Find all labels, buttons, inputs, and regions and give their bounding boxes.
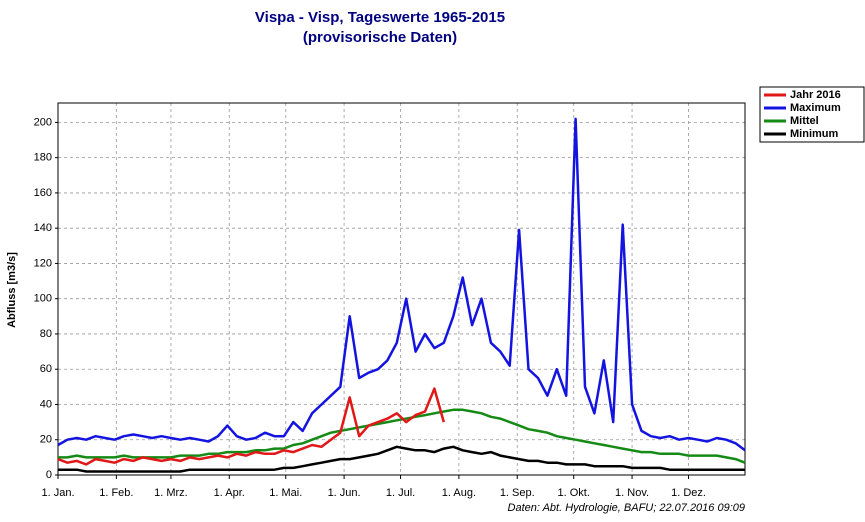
- legend-label: Mittel: [790, 115, 819, 127]
- x-tick-label: 1. Jul.: [386, 487, 415, 499]
- y-tick-label: 200: [34, 116, 52, 128]
- plot-area: [57, 102, 746, 476]
- y-tick-label: 180: [34, 152, 52, 164]
- x-tick-label: 1. Jan.: [41, 487, 74, 499]
- y-tick-label: 160: [34, 187, 52, 199]
- y-tick-label: 40: [40, 398, 52, 410]
- legend-label: Minimum: [790, 128, 838, 140]
- series-line: [58, 408, 746, 464]
- source-note: Daten: Abt. Hydrologie, BAFU; 22.07.2016…: [508, 502, 745, 514]
- legend-label: Jahr 2016: [790, 89, 841, 101]
- y-tick-label: 60: [40, 363, 52, 375]
- x-tick-label: 1. Nov.: [615, 487, 649, 499]
- y-tick-label: 20: [40, 434, 52, 446]
- series-line: [57, 117, 746, 452]
- x-tick-label: 1. Sep.: [500, 487, 535, 499]
- x-tick-label: 1. Feb.: [99, 487, 133, 499]
- legend-label: Maximum: [790, 102, 841, 114]
- x-tick-label: 1. Mrz.: [154, 487, 188, 499]
- y-tick-label: 120: [34, 257, 52, 269]
- y-axis-label: Abfluss [m3/s]: [6, 252, 18, 328]
- y-tick-label: 80: [40, 328, 52, 340]
- y-tick-label: 100: [34, 293, 52, 305]
- chart-title: Vispa - Visp, Tageswerte 1965-2015: [255, 9, 505, 26]
- chart-subtitle: (provisorische Daten): [303, 29, 457, 46]
- x-tick-label: 1. Dez.: [671, 487, 706, 499]
- series-line: [58, 445, 745, 473]
- x-tick-label: 1. Apr.: [214, 487, 245, 499]
- x-tick-label: 1. Jun.: [328, 487, 361, 499]
- x-tick-label: 1. Aug.: [442, 487, 476, 499]
- y-tick-label: 0: [46, 469, 52, 481]
- series-line: [57, 387, 446, 466]
- x-tick-label: 1. Okt.: [558, 487, 590, 499]
- y-tick-label: 140: [34, 222, 52, 234]
- x-tick-label: 1. Mai.: [269, 487, 302, 499]
